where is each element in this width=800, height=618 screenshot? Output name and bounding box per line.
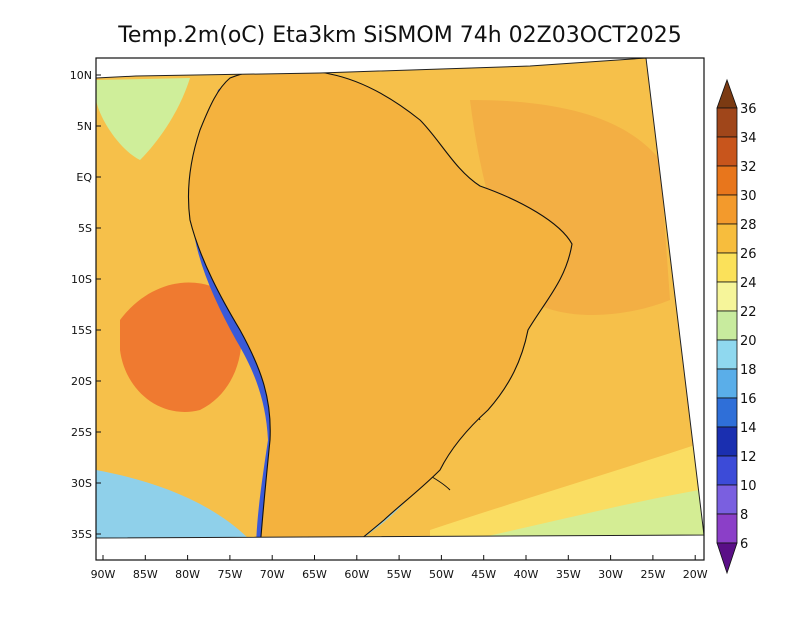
pacific-cool-south	[96, 470, 250, 538]
colorbar-segment	[716, 339, 738, 370]
colorbar-segment	[716, 455, 738, 486]
colorbar-segment	[716, 397, 738, 428]
colorbar-label: 28	[740, 218, 757, 233]
temperature-colorbar: 36 34 32 30 28 26 24 22 20 18 16 14 12 10 8 6	[716, 78, 757, 575]
x-tick-label: 55W	[387, 568, 412, 581]
x-tick-label: 45W	[471, 568, 496, 581]
colorbar-segment	[716, 194, 738, 225]
colorbar-label: 34	[740, 131, 757, 146]
colorbar-segment	[716, 513, 738, 544]
colorbar-label: 30	[740, 189, 757, 204]
colorbar-label: 26	[740, 247, 757, 262]
x-tick-label: 25W	[640, 568, 665, 581]
colorbar-segment	[716, 426, 738, 457]
south-atlantic-cold-zone	[470, 488, 704, 538]
x-tick-label: 85W	[133, 568, 158, 581]
y-tick-label: 5S	[78, 222, 92, 235]
colorbar-label: 20	[740, 334, 757, 349]
pacific-warm-core	[120, 282, 242, 412]
map-title: Temp.2m(oC) Eta3km SiSMOM 74h 02Z03OCT20…	[117, 23, 682, 48]
colorbar-segment	[716, 252, 738, 283]
y-tick-label: 20S	[71, 375, 92, 388]
colorbar-segment	[716, 165, 738, 196]
colorbar-label: 36	[740, 102, 757, 117]
y-tick-label: EQ	[76, 171, 92, 184]
latitude-axis: 10N 5N EQ 5S 10S 15S 20S 25S 30S 35S	[70, 69, 101, 541]
x-tick-label: 65W	[302, 568, 327, 581]
y-tick-label: 10S	[71, 273, 92, 286]
y-tick-label: 25S	[71, 426, 92, 439]
colorbar-label: 8	[740, 508, 748, 523]
y-tick-label: 5N	[77, 120, 92, 133]
colorbar-segment	[716, 310, 738, 341]
colorbar-label: 10	[740, 479, 757, 494]
colorbar-min-arrow	[716, 542, 738, 575]
colorbar-label: 24	[740, 276, 757, 291]
y-tick-label: 10N	[70, 69, 92, 82]
colorbar-segment	[716, 484, 738, 515]
colorbar-segment	[716, 223, 738, 254]
x-tick-label: 35W	[556, 568, 581, 581]
colorbar-label: 32	[740, 160, 757, 175]
colorbar-label: 22	[740, 305, 757, 320]
colorbar-label: 6	[740, 537, 748, 552]
x-tick-label: 40W	[514, 568, 539, 581]
colorbar-label: 14	[740, 421, 757, 436]
colorbar-max-arrow	[716, 78, 738, 109]
x-tick-label: 90W	[91, 568, 116, 581]
x-tick-label: 30W	[598, 568, 623, 581]
pacific-cool-northwest	[96, 78, 190, 160]
x-tick-label: 60W	[344, 568, 369, 581]
x-tick-label: 20W	[683, 568, 708, 581]
temperature-field	[96, 58, 704, 538]
x-tick-label: 80W	[175, 568, 200, 581]
map-frame	[95, 57, 705, 539]
x-tick-label: 75W	[217, 568, 242, 581]
y-tick-label: 30S	[71, 477, 92, 490]
colorbar-segment	[716, 368, 738, 399]
colorbar-segment	[716, 136, 738, 167]
colorbar-label: 16	[740, 392, 757, 407]
plot-axes-box	[95, 57, 705, 561]
y-tick-label: 35S	[71, 528, 92, 541]
colorbar-segment	[716, 107, 738, 138]
y-tick-label: 15S	[71, 324, 92, 337]
longitude-axis: 90W 85W 80W 75W 70W 65W 60W 55W 50W 45W 40W 35W 30W 2…	[91, 555, 708, 581]
colorbar-label: 18	[740, 363, 757, 378]
x-tick-label: 70W	[260, 568, 285, 581]
colorbar-segment	[716, 281, 738, 312]
colorbar-label: 12	[740, 450, 757, 465]
x-tick-label: 50W	[429, 568, 454, 581]
